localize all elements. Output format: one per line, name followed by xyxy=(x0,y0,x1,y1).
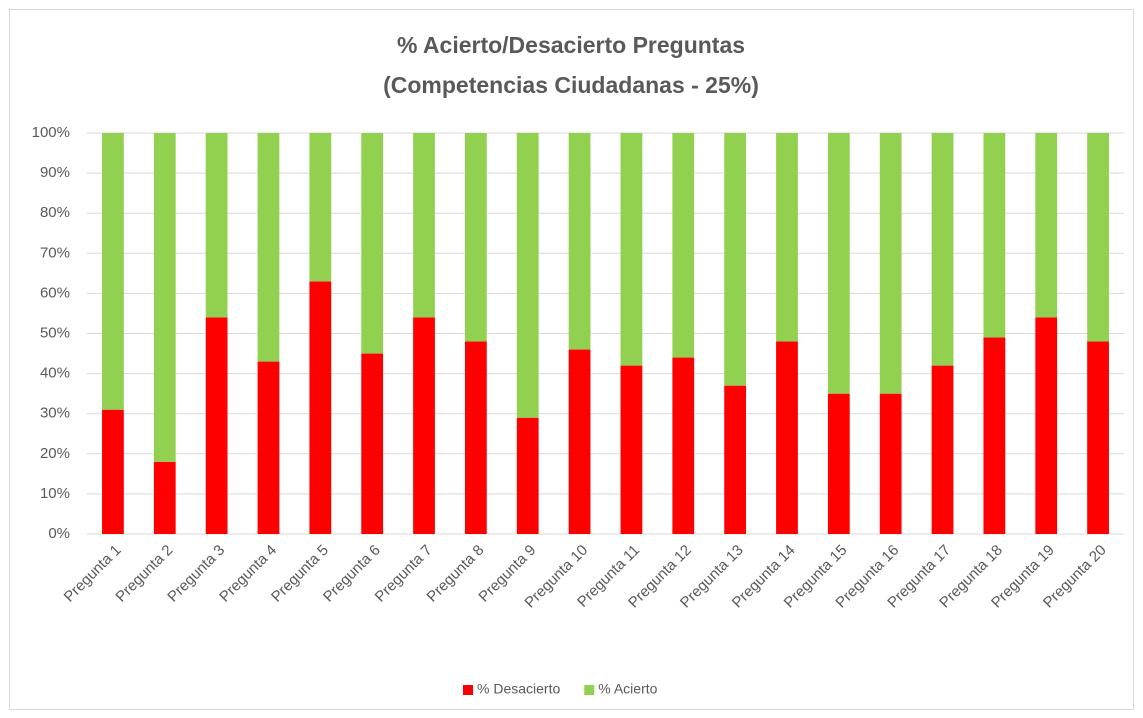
bar xyxy=(568,133,591,350)
bar xyxy=(983,133,1006,338)
y-tick-label: 20% xyxy=(40,445,70,462)
bar xyxy=(1035,317,1058,534)
bar xyxy=(568,349,591,534)
bar xyxy=(931,365,954,534)
bar xyxy=(464,341,487,534)
legend-swatch xyxy=(584,685,595,695)
bar xyxy=(983,337,1006,534)
bar xyxy=(257,361,280,534)
bar xyxy=(776,341,798,534)
bar xyxy=(827,133,850,394)
bar xyxy=(309,281,332,534)
bar xyxy=(102,409,124,534)
bar xyxy=(879,133,902,394)
legend-label: % Desacierto xyxy=(477,681,560,697)
bar xyxy=(620,133,643,366)
legend-label: % Acierto xyxy=(598,681,657,697)
bar xyxy=(724,385,747,534)
bar xyxy=(1035,133,1058,318)
bar xyxy=(309,133,332,282)
bar xyxy=(153,461,176,534)
bar xyxy=(153,133,176,462)
bar xyxy=(413,133,435,318)
bar xyxy=(413,317,435,534)
y-tick-label: 30% xyxy=(40,405,70,422)
chart-title: % Acierto/Desacierto Preguntas xyxy=(397,32,745,58)
bar xyxy=(1087,133,1109,342)
bar xyxy=(827,393,850,534)
y-tick-label: 90% xyxy=(40,164,70,181)
bar xyxy=(361,353,384,534)
bar xyxy=(205,317,228,534)
bar xyxy=(464,133,487,342)
y-tick-label: 50% xyxy=(40,324,70,341)
bar xyxy=(776,133,798,342)
bar xyxy=(516,417,539,534)
bar xyxy=(620,365,643,534)
bar xyxy=(879,393,902,534)
bar xyxy=(257,133,280,362)
bar xyxy=(931,133,954,366)
bar xyxy=(205,133,228,318)
bar xyxy=(102,133,124,410)
y-tick-label: 80% xyxy=(40,204,70,221)
bar xyxy=(672,357,695,534)
bar xyxy=(1087,341,1109,534)
y-tick-label: 0% xyxy=(48,525,70,542)
bar xyxy=(361,133,384,354)
y-tick-label: 10% xyxy=(40,485,70,502)
chart-title: (Competencias Ciudadanas - 25%) xyxy=(383,72,759,98)
bar xyxy=(724,133,747,386)
bar xyxy=(516,133,539,418)
y-tick-label: 100% xyxy=(32,124,70,141)
y-tick-label: 70% xyxy=(40,244,70,261)
y-tick-label: 40% xyxy=(40,365,70,382)
y-tick-label: 60% xyxy=(40,284,70,301)
bar xyxy=(672,133,695,358)
legend-swatch xyxy=(463,685,473,695)
